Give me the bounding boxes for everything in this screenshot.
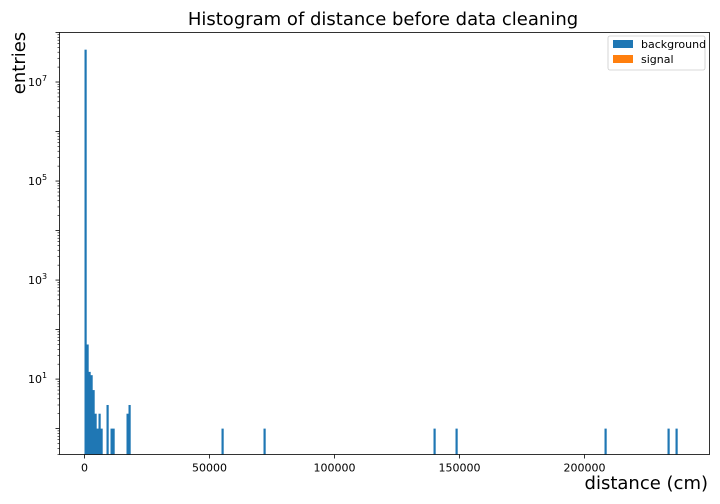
histogram-bar	[84, 49, 87, 455]
histogram-bar	[667, 428, 670, 455]
legend-swatch-background	[613, 40, 633, 48]
histogram-bar	[110, 428, 113, 455]
chart-title: Histogram of distance before data cleani…	[188, 9, 578, 30]
plot-frame	[59, 32, 710, 455]
histogram-bar	[112, 428, 115, 455]
histogram-bar	[455, 428, 458, 455]
y-tick-label: 105	[28, 173, 47, 188]
bars-layer	[84, 49, 678, 455]
y-ticks: 101 103 105 107	[28, 32, 60, 455]
legend-swatch-signal	[613, 55, 633, 63]
x-axis-label: distance (cm)	[585, 473, 708, 494]
y-tick-label: 103	[28, 272, 47, 287]
histogram-bar	[433, 428, 436, 455]
x-ticks: 0 50000 100000 150000 200000	[81, 454, 606, 475]
histogram-bar	[94, 413, 97, 455]
histogram-bar	[86, 344, 89, 455]
legend-label-background: background	[641, 38, 706, 51]
y-axis-label: entries	[9, 32, 30, 94]
y-tick-label: 107	[28, 74, 47, 89]
histogram-bar	[675, 428, 678, 455]
histogram-bar	[263, 428, 266, 455]
histogram-bar	[88, 371, 91, 455]
histogram-bar	[604, 428, 607, 455]
histogram-bar	[96, 428, 99, 455]
x-tick-label: 0	[81, 462, 88, 475]
histogram-bar	[100, 428, 103, 455]
y-tick-label: 101	[28, 371, 47, 386]
x-tick-label: 200000	[564, 462, 606, 475]
histogram-bar	[106, 404, 109, 455]
x-tick-label: 100000	[314, 462, 356, 475]
legend-label-signal: signal	[641, 53, 674, 66]
histogram-bar	[221, 428, 224, 455]
histogram-bar	[90, 375, 93, 455]
histogram-bar	[98, 413, 101, 455]
histogram-bar	[126, 413, 129, 455]
legend: background signal	[607, 35, 706, 71]
x-tick-label: 50000	[192, 462, 227, 475]
histogram-bar	[128, 404, 131, 455]
x-tick-label: 150000	[439, 462, 481, 475]
histogram-bar	[92, 390, 95, 455]
